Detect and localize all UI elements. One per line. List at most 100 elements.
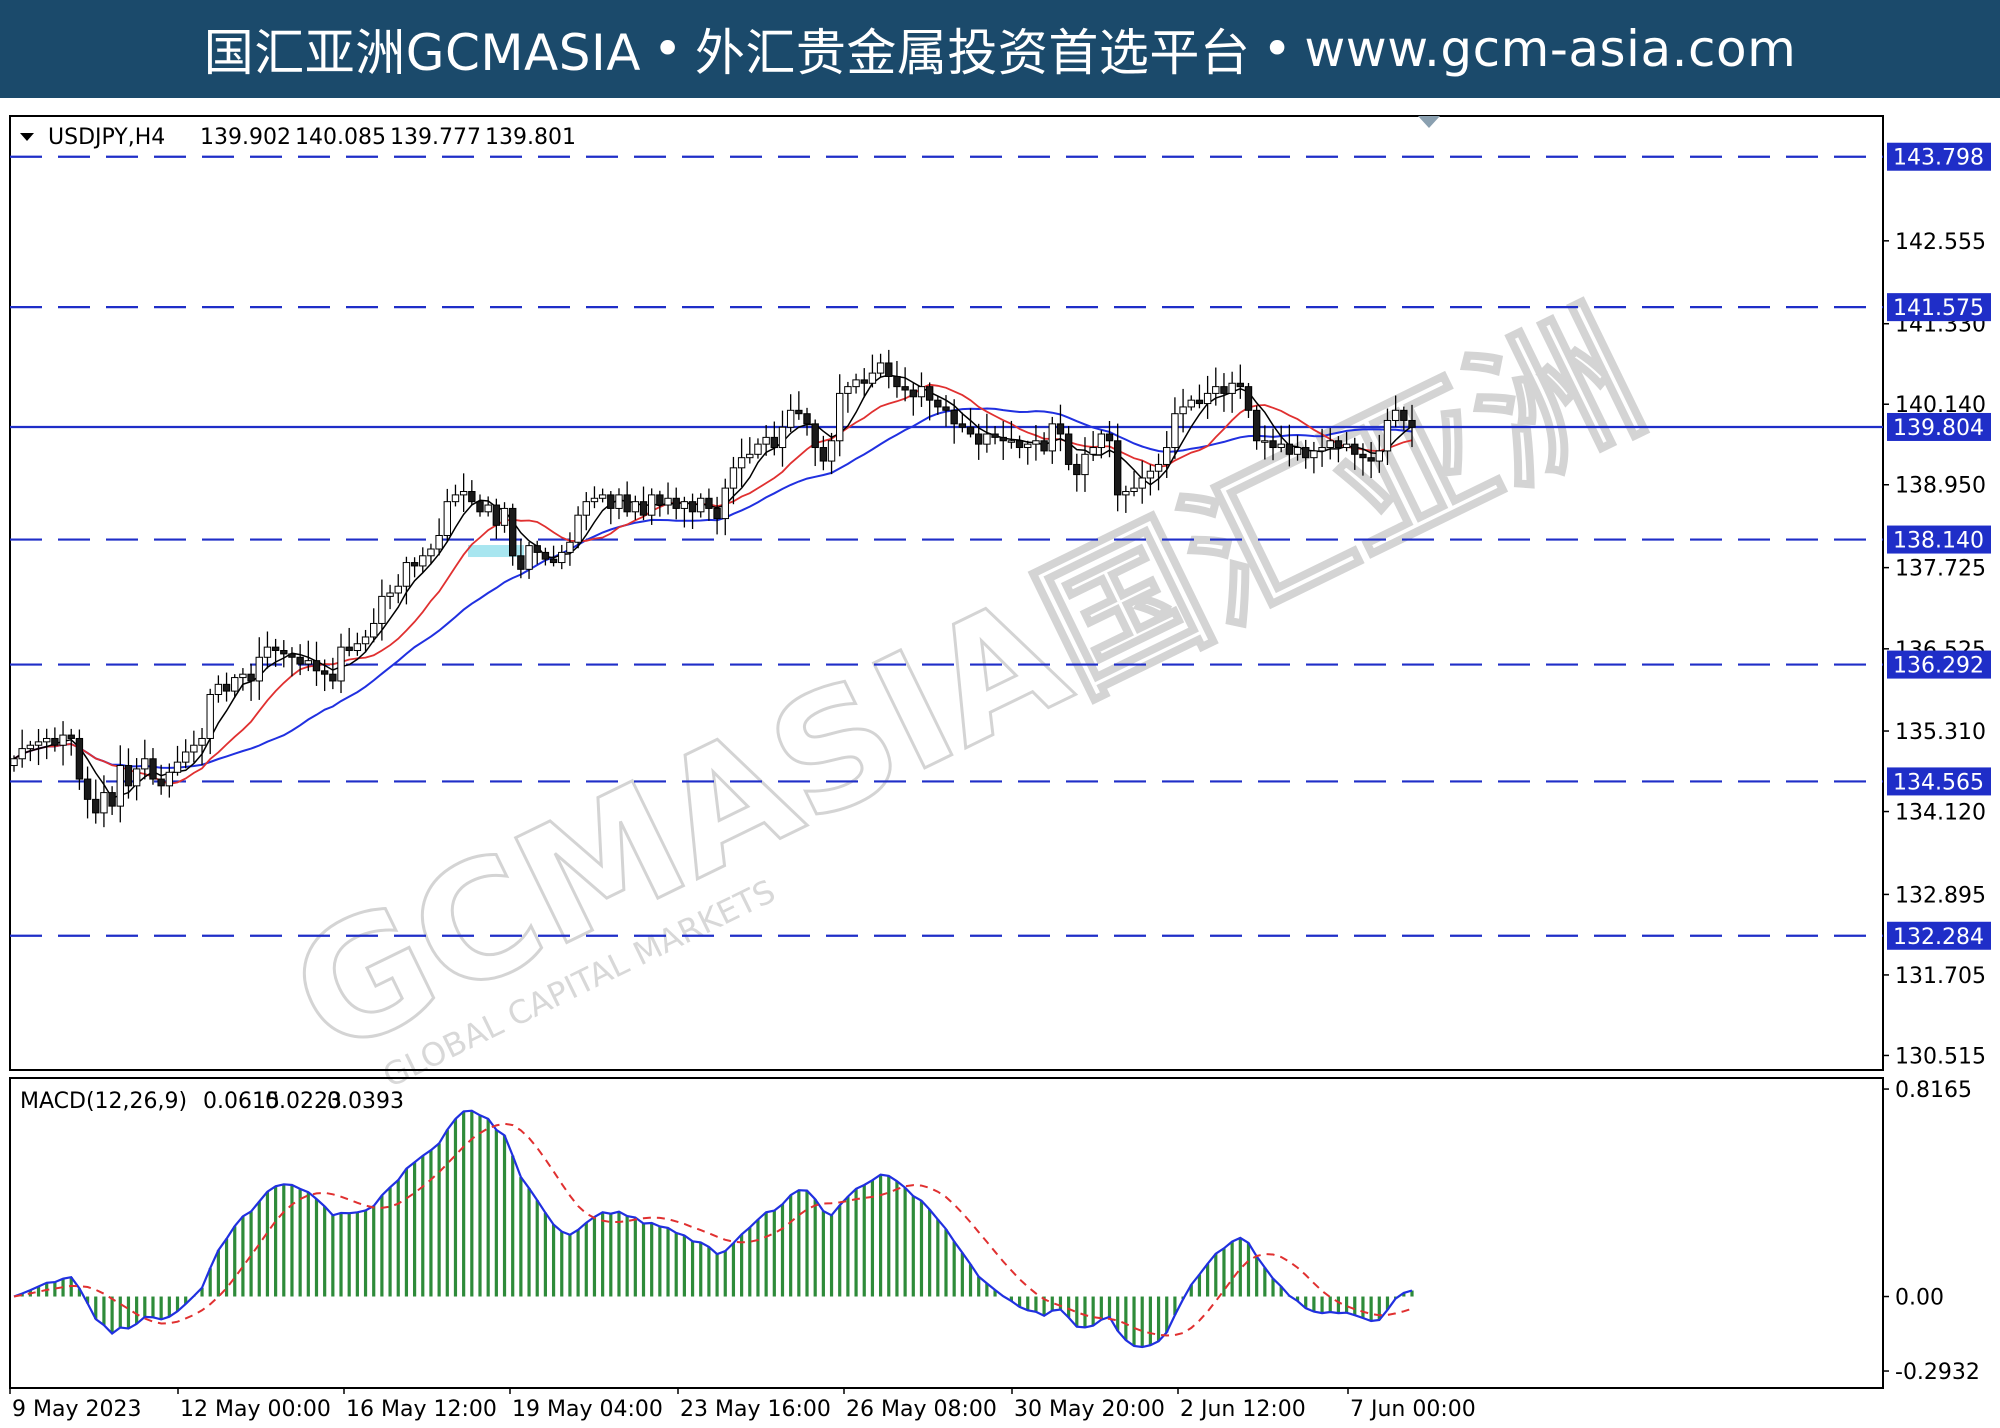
candle — [312, 641, 321, 686]
candle-body — [222, 683, 231, 692]
candle-body — [623, 494, 631, 513]
candle — [868, 354, 877, 388]
candle-body — [950, 409, 958, 425]
candle — [1293, 435, 1302, 461]
y-tick-label: 138.950 — [1895, 474, 1986, 499]
candle-body — [509, 507, 517, 557]
candle — [59, 721, 67, 766]
ohlc-value: 140.085 — [295, 125, 386, 150]
candle — [1326, 428, 1334, 460]
candle — [132, 758, 141, 801]
candle-body — [468, 491, 476, 503]
candle — [966, 408, 975, 438]
candle — [558, 544, 566, 570]
level-tag — [1887, 767, 1991, 796]
candle — [1195, 384, 1204, 409]
candle-body — [329, 673, 337, 682]
candle-body — [607, 494, 615, 509]
candle-body — [18, 748, 26, 760]
macd-value: 0.0223 — [265, 1089, 342, 1114]
candle — [876, 353, 885, 378]
candle-body — [10, 758, 18, 767]
candle — [141, 739, 149, 780]
macd-y-tick-label: -0.2932 — [1895, 1360, 1980, 1385]
candle-body — [1163, 447, 1171, 465]
candle — [729, 456, 738, 505]
candle-body — [83, 778, 92, 800]
candle — [443, 488, 451, 542]
candle-body — [860, 379, 868, 384]
candle-body — [885, 362, 893, 377]
candle-body — [296, 656, 304, 665]
candle-body — [1040, 440, 1048, 452]
ma-mid-line — [13, 383, 1413, 785]
candle — [320, 659, 329, 692]
candle-body — [983, 433, 991, 445]
candle-body — [1310, 450, 1318, 459]
candle — [500, 502, 509, 533]
x-tick-label: 12 May 00:00 — [180, 1397, 331, 1422]
dropdown-triangle-icon — [20, 133, 34, 141]
candle — [1400, 406, 1408, 431]
banner-brand: 国汇亚洲GCMASIA — [203, 24, 641, 82]
candle — [1228, 371, 1236, 413]
candle — [492, 498, 501, 539]
candle — [231, 674, 239, 698]
candle-body — [443, 501, 451, 536]
x-tick-label: 9 May 2023 — [12, 1397, 141, 1422]
candle — [844, 381, 852, 413]
candle-body — [615, 494, 623, 509]
candle-body — [1383, 419, 1392, 452]
candle — [647, 488, 656, 525]
y-tick-label: 137.725 — [1895, 557, 1986, 582]
candle — [43, 728, 51, 760]
macd-pane-frame — [9, 1077, 1884, 1389]
candle — [51, 727, 59, 752]
candle — [517, 538, 525, 579]
header-banner: 国汇亚洲GCMASIA • 外汇贵金属投资首选平台 • www.gcm-asia… — [0, 0, 2000, 98]
candle-body — [100, 792, 108, 814]
candle-body — [647, 494, 656, 516]
candle — [607, 491, 615, 525]
candle — [1089, 431, 1097, 461]
candle-body — [746, 453, 754, 459]
candle — [1375, 434, 1383, 473]
macd-value: 0.0393 — [327, 1089, 404, 1114]
candle-body — [353, 643, 362, 652]
candle — [770, 421, 779, 456]
candle — [893, 360, 901, 398]
ohlc-value: 139.902 — [200, 125, 291, 150]
candle — [378, 579, 386, 641]
candle-body — [901, 386, 909, 391]
candle-body — [966, 426, 975, 435]
candle — [206, 688, 214, 755]
candle-body — [459, 491, 468, 496]
candle — [1203, 375, 1212, 419]
candle-body — [190, 744, 198, 753]
candle — [917, 372, 926, 407]
candle-body — [1220, 386, 1228, 394]
candle-body — [836, 392, 844, 442]
ohlc-value: 139.777 — [390, 125, 481, 150]
candle — [410, 557, 419, 578]
candle — [525, 541, 533, 579]
candle — [451, 484, 460, 507]
candle — [173, 745, 182, 776]
candle-body — [132, 768, 141, 787]
candle — [1138, 460, 1146, 504]
candle — [337, 633, 345, 694]
candle — [1391, 395, 1400, 427]
candle-body — [116, 765, 124, 807]
candle — [598, 488, 607, 503]
candle-body — [582, 501, 590, 516]
candle — [582, 492, 590, 531]
candle-body — [271, 646, 280, 652]
candle — [623, 481, 631, 517]
candle — [958, 412, 967, 433]
candle — [304, 640, 313, 672]
candle-body — [75, 737, 84, 780]
candle-body — [427, 548, 435, 557]
x-tick-label: 19 May 04:00 — [512, 1397, 663, 1422]
candle-body — [1359, 453, 1367, 459]
candle — [1032, 425, 1040, 461]
